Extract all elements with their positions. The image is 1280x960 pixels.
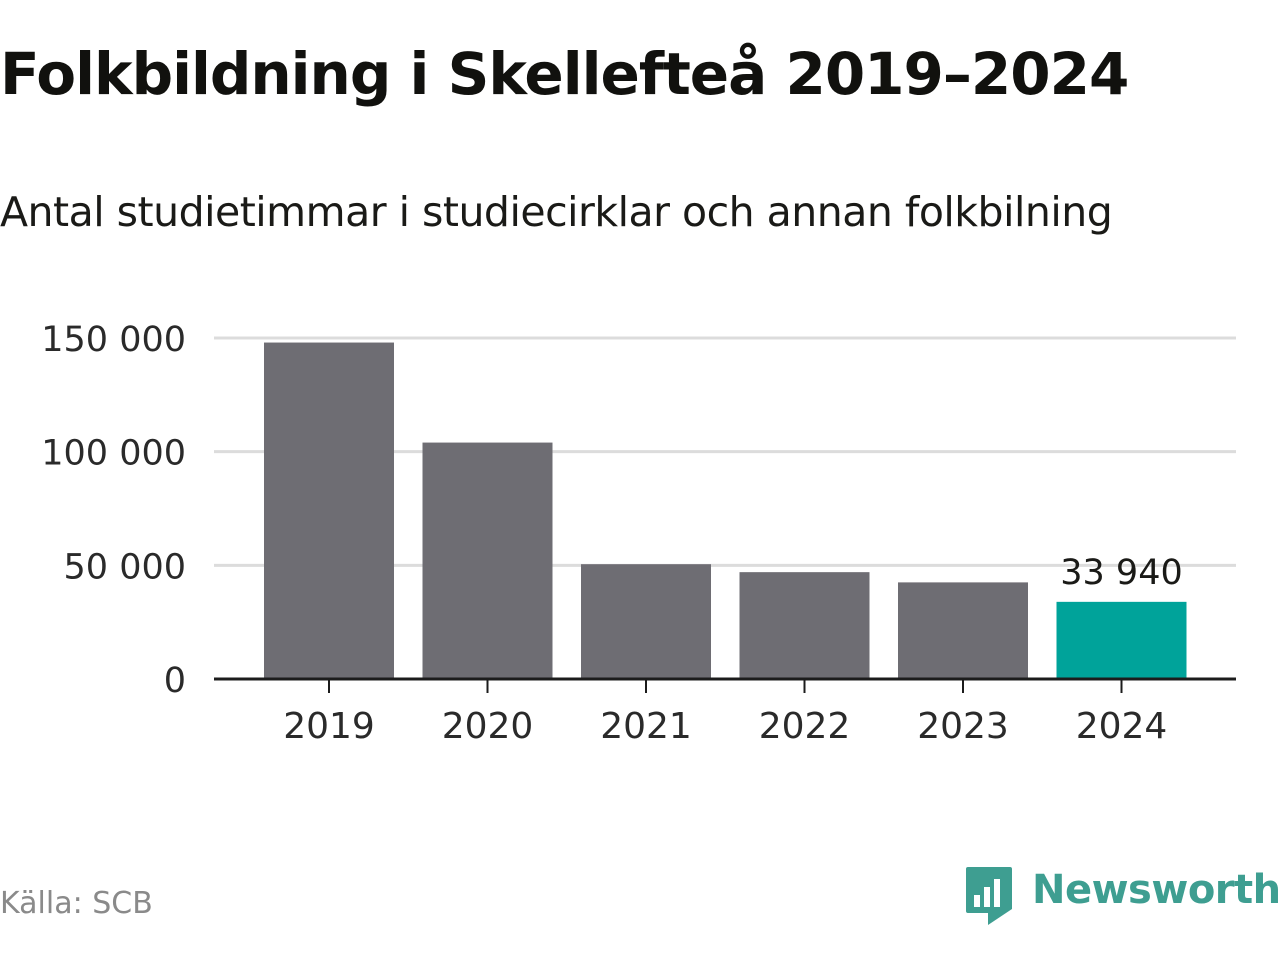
bar <box>581 564 711 679</box>
chart-title: Folkbildning i Skellefteå 2019–2024 <box>0 40 1129 108</box>
y-tick-label: 0 <box>164 661 186 701</box>
x-tick-label: 2019 <box>283 706 375 747</box>
x-axis-tick-labels: 2019 2020 2021 2022 2023 2024 <box>283 706 1167 747</box>
brand-logo: Newsworthy <box>964 864 1280 928</box>
y-tick-label: 100 000 <box>41 434 186 474</box>
bar <box>898 582 1028 679</box>
bar <box>739 572 870 679</box>
x-tick-label: 2020 <box>442 706 534 747</box>
bars <box>264 342 1187 679</box>
data-labels: 33 940 <box>1060 553 1182 593</box>
x-tick-label: 2022 <box>759 706 851 747</box>
newsworthy-logo-icon <box>966 867 1012 925</box>
chart-subtitle: Antal studietimmar i studiecirklar och a… <box>0 188 1113 236</box>
x-axis <box>214 677 1236 693</box>
y-tick-label: 50 000 <box>64 547 186 587</box>
y-tick-label: 150 000 <box>41 320 186 360</box>
source-note: Källa: SCB <box>0 886 153 921</box>
x-tick-label: 2023 <box>917 706 1009 747</box>
bar-highlighted <box>1056 601 1187 679</box>
y-axis-tick-labels: 0 50 000 100 000 150 000 <box>41 320 186 701</box>
bar <box>422 442 553 679</box>
x-tick-label: 2021 <box>600 706 692 747</box>
x-tick-label: 2024 <box>1076 706 1168 747</box>
data-label: 33 940 <box>1060 553 1182 593</box>
brand-name: Newsworthy <box>1032 867 1280 913</box>
bar <box>264 342 394 679</box>
